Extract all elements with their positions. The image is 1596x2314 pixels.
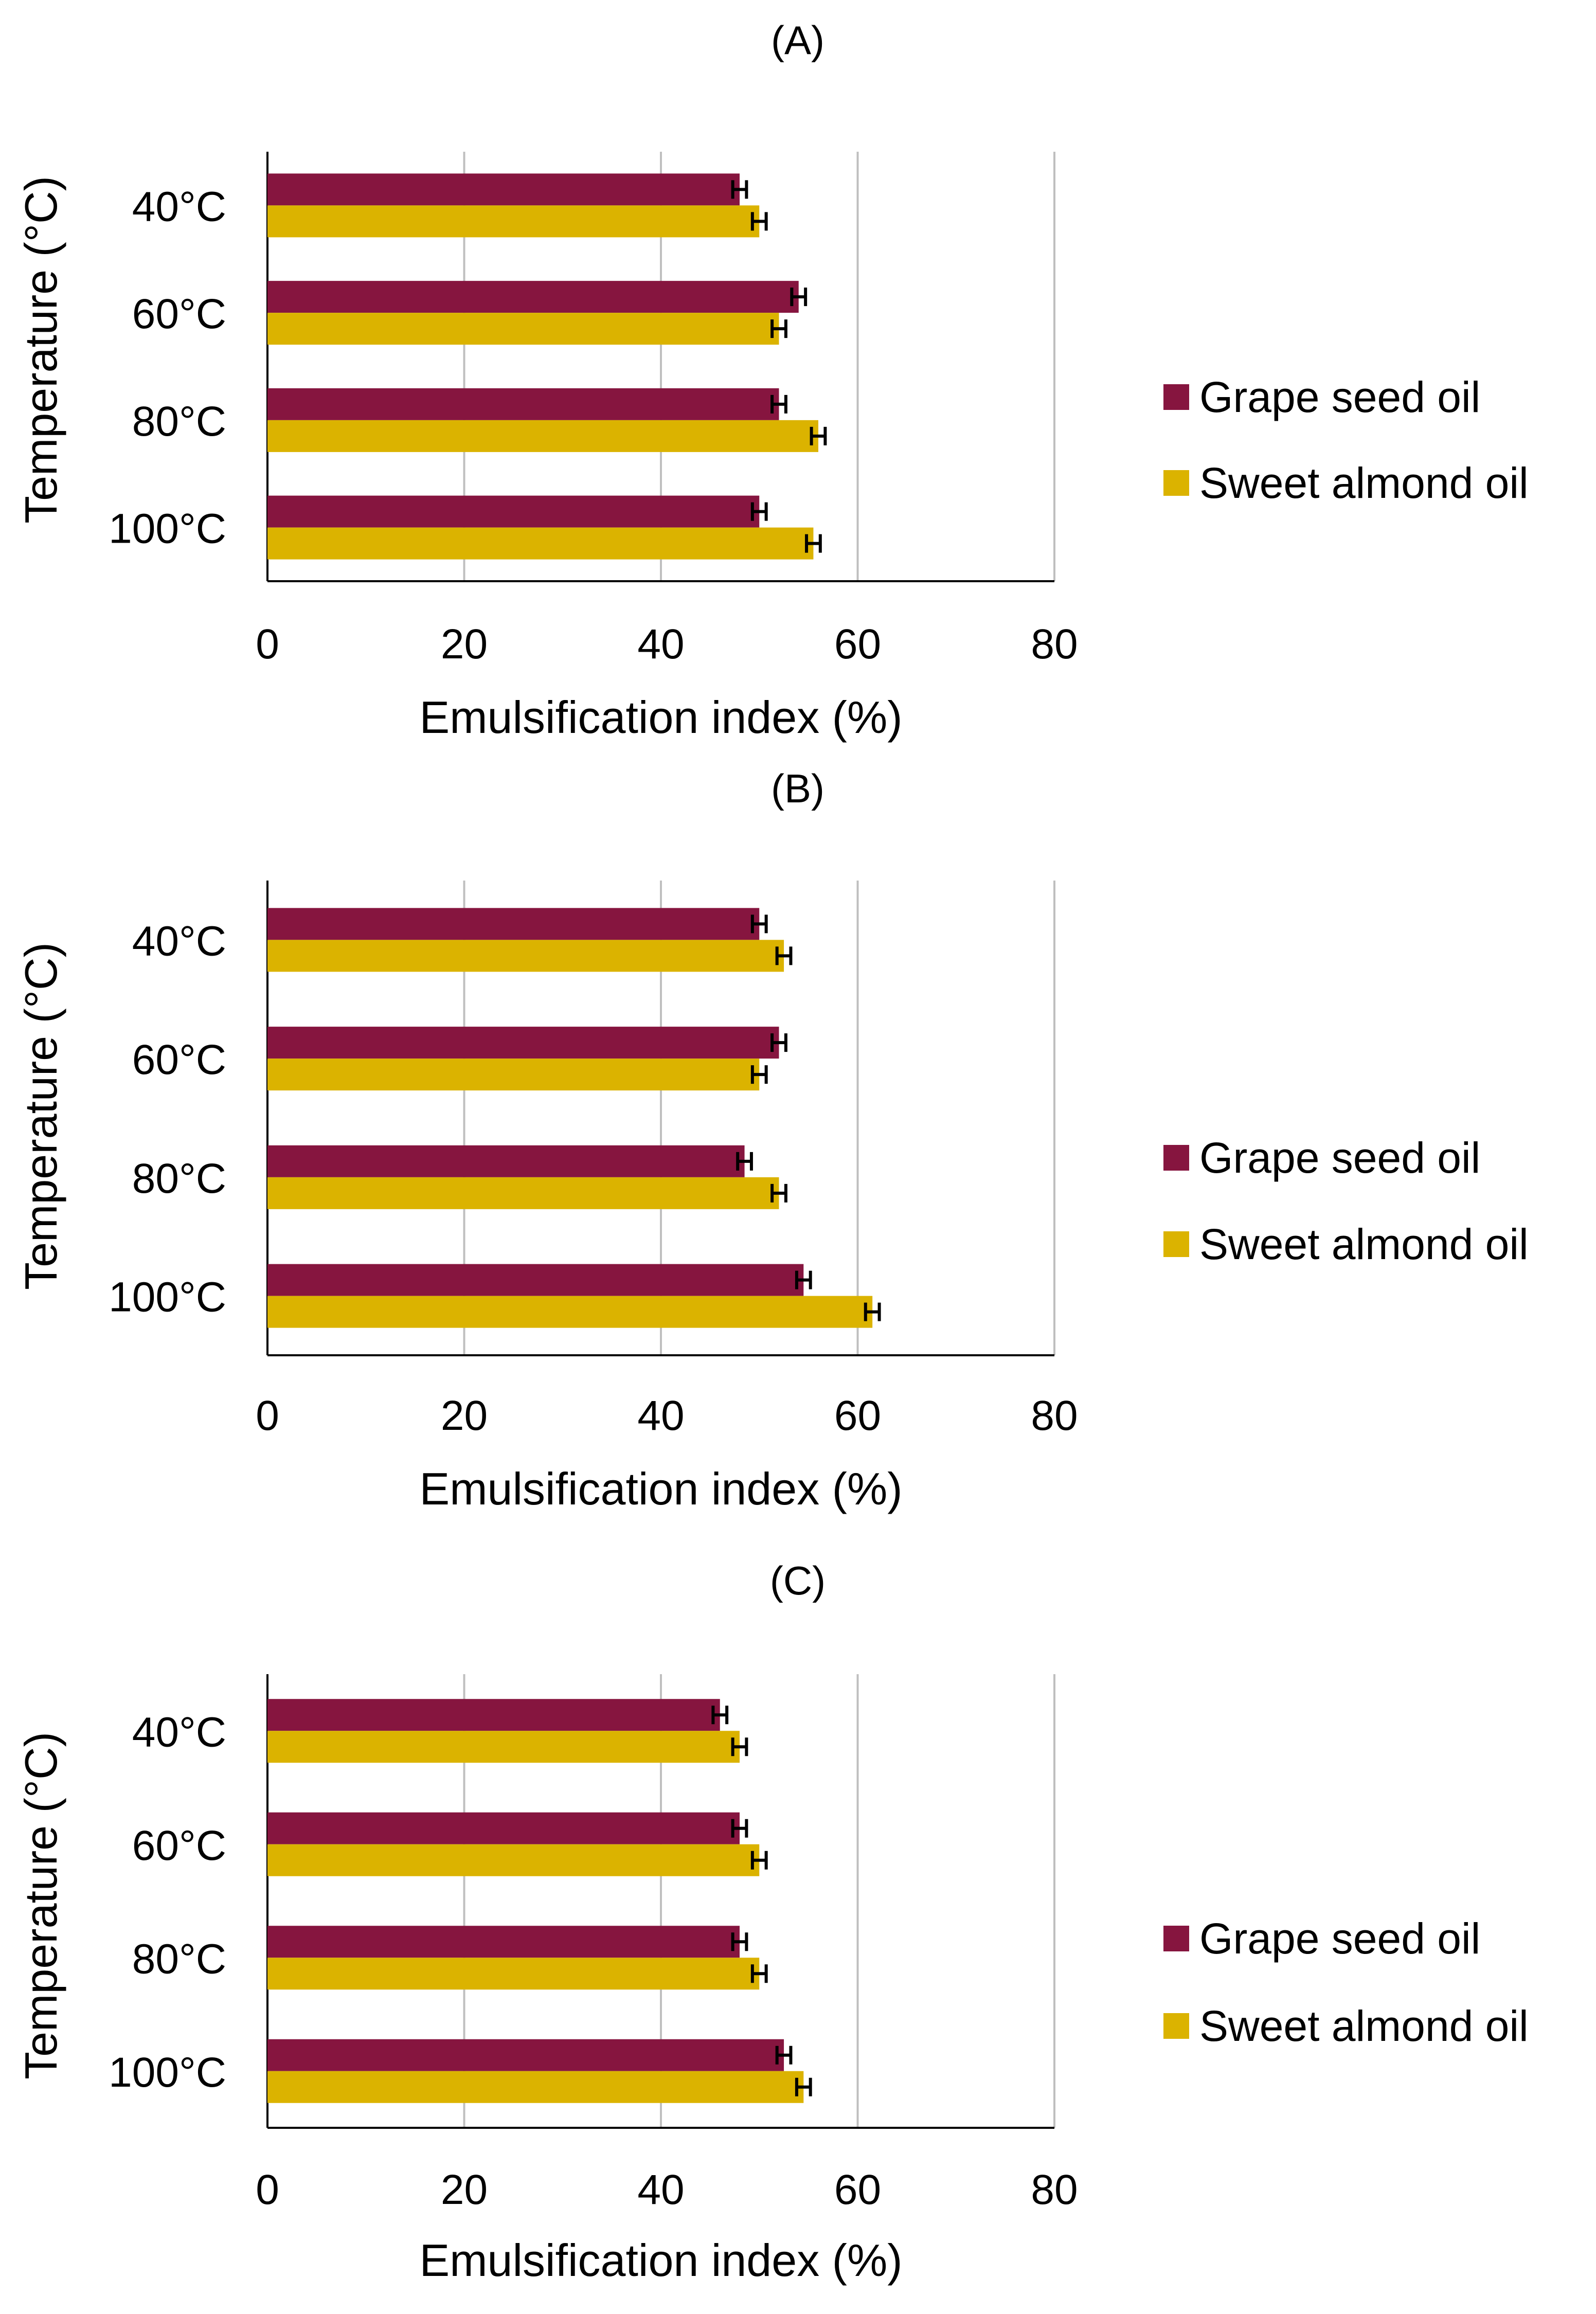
y-tick-label: 80°C <box>132 1155 226 1202</box>
x-tick-label: 40 <box>637 2166 684 2213</box>
x-tick-label: 40 <box>637 621 684 668</box>
x-tick-label: 80 <box>1031 1392 1078 1439</box>
bar-sweet-almond-oil <box>267 1731 740 1763</box>
legend-label: Grape seed oil <box>1199 1134 1480 1182</box>
chart-panel-a: (A) 0 20 40 60 80 40°C 60°C 80°C 100°C Emulsificat… <box>15 17 1529 743</box>
bar-sweet-almond-oil <box>267 1296 873 1328</box>
x-tick-label: 0 <box>256 1392 279 1439</box>
x-tick-label: 20 <box>441 1392 488 1439</box>
chart-panel-c: (C) 0 20 40 60 80 40°C 60°C 80°C 100°C Emulsificat… <box>15 1558 1529 2286</box>
y-tick-label: 40°C <box>132 918 226 964</box>
y-tick-label: 80°C <box>132 398 226 445</box>
chart-panel-b: (B) 0 20 40 60 80 40°C 60°C 80°C 100°C Emulsificat… <box>15 766 1529 1514</box>
bar-grape-seed-oil <box>267 495 760 528</box>
y-axis-title: Temperature (°C) <box>15 1732 66 2079</box>
y-tick-label: 100°C <box>109 2049 226 2096</box>
legend-swatch-grape-seed-oil <box>1163 1926 1189 1951</box>
x-tick-label: 20 <box>441 2166 488 2213</box>
bar-grape-seed-oil <box>267 2039 784 2071</box>
x-tick-label: 40 <box>637 1392 684 1439</box>
bar-sweet-almond-oil <box>267 527 814 560</box>
bar-sweet-almond-oil <box>267 205 760 238</box>
bar-grape-seed-oil <box>267 1812 740 1844</box>
legend-swatch-sweet-almond-oil <box>1163 1231 1189 1257</box>
x-tick-label: 60 <box>834 621 881 668</box>
bar-sweet-almond-oil <box>267 1958 760 1990</box>
x-tick-label: 60 <box>834 1392 881 1439</box>
y-tick-label: 60°C <box>132 1036 226 1083</box>
bar-grape-seed-oil <box>267 1699 720 1731</box>
y-axis-title: Temperature (°C) <box>15 942 66 1290</box>
legend-swatch-grape-seed-oil <box>1163 1145 1189 1171</box>
y-axis-title: Temperature (°C) <box>15 176 66 524</box>
bar-sweet-almond-oil <box>267 420 818 452</box>
legend-swatch-sweet-almond-oil <box>1163 470 1189 496</box>
y-tick-label: 100°C <box>109 506 226 552</box>
bar-grape-seed-oil <box>267 1027 779 1059</box>
y-tick-label: 60°C <box>132 1822 226 1869</box>
y-tick-label: 80°C <box>132 1935 226 1982</box>
bar-grape-seed-oil <box>267 908 760 940</box>
bar-grape-seed-oil <box>267 281 799 313</box>
x-tick-label: 80 <box>1031 621 1078 668</box>
bar-sweet-almond-oil <box>267 2071 804 2103</box>
y-tick-label: 40°C <box>132 1709 226 1755</box>
legend-label: Sweet almond oil <box>1199 1220 1529 1268</box>
bar-grape-seed-oil <box>267 173 740 206</box>
bar-grape-seed-oil <box>267 388 779 420</box>
panel-title: (B) <box>771 766 824 811</box>
bar-sweet-almond-oil <box>267 940 784 972</box>
legend-swatch-grape-seed-oil <box>1163 384 1189 410</box>
bar-sweet-almond-oil <box>267 313 779 345</box>
x-tick-label: 0 <box>256 2166 279 2213</box>
legend-label: Grape seed oil <box>1199 1914 1480 1963</box>
bar-sweet-almond-oil <box>267 1177 779 1209</box>
y-tick-label: 100°C <box>109 1274 226 1321</box>
legend-label: Sweet almond oil <box>1199 459 1529 507</box>
x-tick-label: 80 <box>1031 2166 1078 2213</box>
panel-title: (C) <box>770 1558 826 1603</box>
bar-sweet-almond-oil <box>267 1844 760 1876</box>
x-axis-title: Emulsification index (%) <box>420 692 903 743</box>
bar-grape-seed-oil <box>267 1264 804 1296</box>
x-axis-title: Emulsification index (%) <box>420 1463 903 1514</box>
panel-title: (A) <box>771 17 824 63</box>
bar-grape-seed-oil <box>267 1926 740 1958</box>
bar-grape-seed-oil <box>267 1145 745 1177</box>
bar-sweet-almond-oil <box>267 1059 760 1091</box>
x-tick-label: 0 <box>256 621 279 668</box>
x-axis-title: Emulsification index (%) <box>420 2235 903 2286</box>
y-tick-label: 40°C <box>132 183 226 230</box>
y-tick-label: 60°C <box>132 291 226 337</box>
x-tick-label: 60 <box>834 2166 881 2213</box>
legend-label: Grape seed oil <box>1199 373 1480 421</box>
legend-label: Sweet almond oil <box>1199 2002 1529 2050</box>
legend-swatch-sweet-almond-oil <box>1163 2013 1189 2039</box>
x-tick-label: 20 <box>441 621 488 668</box>
